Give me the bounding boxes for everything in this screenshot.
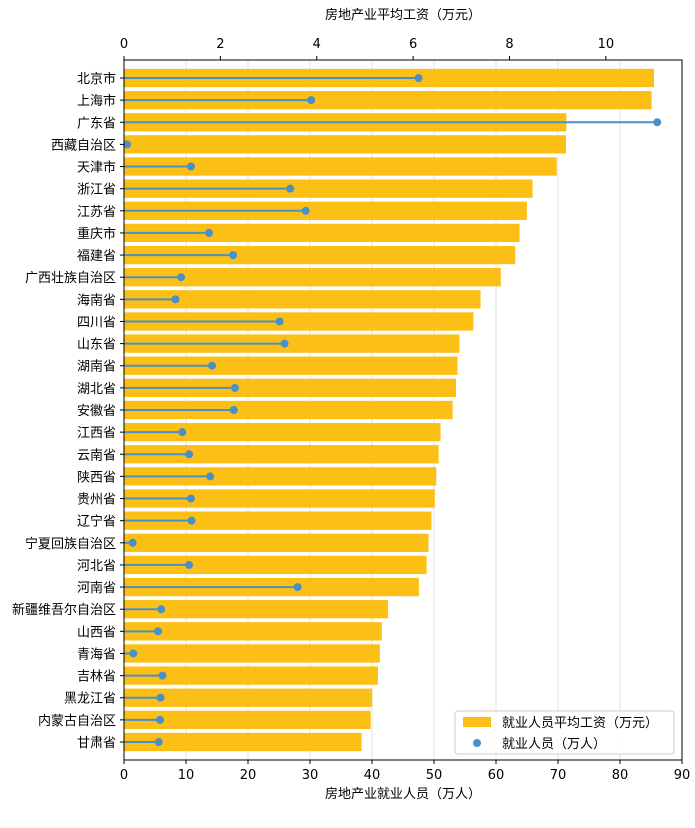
lollipop-point <box>188 517 196 525</box>
y-tick-label: 广西壮族自治区 <box>25 270 116 286</box>
y-tick-label: 安徽省 <box>77 404 116 419</box>
lollipop-point <box>171 295 179 303</box>
y-tick-label: 青海省 <box>77 647 116 662</box>
y-tick-label: 海南省 <box>77 292 116 308</box>
y-tick-label: 浙江省 <box>77 183 116 198</box>
top-tick-label: 0 <box>120 37 128 52</box>
bar <box>124 135 566 153</box>
legend-label-dot: 就业人员（万人） <box>502 737 606 752</box>
y-tick-label: 内蒙古自治区 <box>38 713 116 729</box>
lollipop-point <box>154 627 162 635</box>
lollipop-point <box>157 605 165 613</box>
top-tick-label: 8 <box>505 37 513 52</box>
y-tick-label: 河北省 <box>77 559 116 574</box>
y-tick-label: 新疆维吾尔自治区 <box>12 602 116 618</box>
y-tick-label: 山西省 <box>77 625 116 640</box>
lollipop-point <box>158 672 166 680</box>
bottom-axis-title: 房地产业就业人员（万人） <box>325 786 481 802</box>
lollipop-point <box>230 406 238 414</box>
y-tick-label: 宁夏回族自治区 <box>25 536 116 552</box>
bottom-tick-label: 50 <box>426 768 443 783</box>
bottom-tick-label: 80 <box>612 768 629 783</box>
lollipop-point <box>185 561 193 569</box>
lollipop-point <box>276 317 284 325</box>
legend-swatch-bar <box>463 717 491 727</box>
y-tick-label: 广东省 <box>77 116 116 131</box>
lollipop-point <box>187 163 195 171</box>
top-tick-label: 2 <box>216 37 224 52</box>
lollipop-point <box>229 251 237 259</box>
legend: 就业人员平均工资（万元） 就业人员（万人） <box>455 711 674 754</box>
lollipop-point <box>206 472 214 480</box>
y-tick-label: 陕西省 <box>77 470 116 485</box>
lollipop-point <box>208 362 216 370</box>
y-tick-label: 云南省 <box>77 447 116 463</box>
lollipop-point <box>281 340 289 348</box>
y-tick-label: 黑龙江省 <box>64 692 116 707</box>
lollipop-point <box>185 450 193 458</box>
y-tick-label: 江苏省 <box>77 204 116 220</box>
y-tick-label: 吉林省 <box>77 670 116 685</box>
top-tick-label: 10 <box>598 37 615 52</box>
lollipop-point <box>157 694 165 702</box>
lollipop-point <box>187 495 195 503</box>
bottom-tick-label: 40 <box>364 768 381 783</box>
y-tick-label: 甘肃省 <box>77 736 116 751</box>
y-tick-label: 四川省 <box>77 315 116 330</box>
lollipop-point <box>653 118 661 126</box>
bottom-tick-label: 0 <box>120 768 128 783</box>
top-tick-label: 6 <box>409 37 417 52</box>
y-tick-label: 辽宁省 <box>77 514 116 530</box>
bottom-tick-label: 10 <box>178 768 195 783</box>
lollipop-point <box>177 273 185 281</box>
lollipop-point <box>231 384 239 392</box>
bottom-tick-label: 20 <box>240 768 257 783</box>
top-axis-title: 房地产业平均工资（万元） <box>325 7 481 23</box>
y-tick-label: 天津市 <box>77 160 116 176</box>
lollipop-point <box>205 229 213 237</box>
bottom-tick-label: 70 <box>550 768 567 783</box>
lollipop-point <box>302 207 310 215</box>
y-tick-label: 河南省 <box>77 580 116 596</box>
y-tick-label: 重庆市 <box>77 226 116 242</box>
y-tick-label: 西藏自治区 <box>51 138 116 153</box>
lollipop-point <box>294 583 302 591</box>
lollipop-point <box>286 185 294 193</box>
bar <box>124 622 382 640</box>
lollipop-point <box>129 649 137 657</box>
y-tick-label: 湖北省 <box>77 382 116 397</box>
y-tick-label: 福建省 <box>77 249 116 264</box>
bottom-tick-label: 90 <box>674 768 691 783</box>
lollipop-point <box>155 738 163 746</box>
legend-swatch-dot <box>473 739 481 747</box>
y-tick-label: 山东省 <box>77 338 116 353</box>
y-tick-label: 北京市 <box>77 71 116 87</box>
lollipop-point <box>415 74 423 82</box>
lollipop-point <box>307 96 315 104</box>
legend-label-bar: 就业人员平均工资（万元） <box>502 716 658 731</box>
y-tick-label: 湖南省 <box>77 359 116 375</box>
y-tick-label: 江西省 <box>77 426 116 441</box>
lollipop-point <box>178 428 186 436</box>
top-tick-label: 4 <box>313 37 321 52</box>
y-tick-label: 上海市 <box>77 93 116 109</box>
bar <box>124 534 429 552</box>
bottom-tick-label: 30 <box>302 768 319 783</box>
bar <box>124 644 380 662</box>
bottom-tick-label: 60 <box>488 768 505 783</box>
lollipop-point <box>156 716 164 724</box>
y-tick-label: 贵州省 <box>77 493 116 508</box>
lollipop-point <box>129 539 137 547</box>
